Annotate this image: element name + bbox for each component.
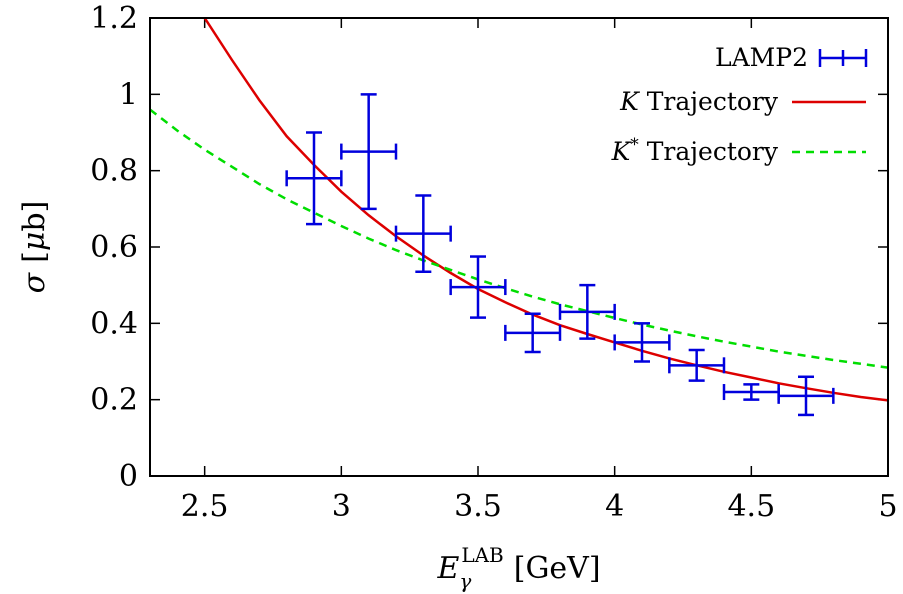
x-axis-label-unit: [GeV]: [514, 551, 601, 586]
x-axis-label-main: E: [436, 551, 459, 586]
legend: LAMP2 K Trajectory K* Trajectory: [611, 43, 868, 166]
tick-labels: 2.5 3 3.5 4 4.5 5 0 0.2 0.4 0.6 0.8 1 1.2: [90, 1, 897, 524]
lamp2-point: [504, 312, 562, 354]
lamp2-point: [722, 383, 780, 401]
lamp2-point: [668, 348, 726, 382]
y-axis-label-symbol: σ: [17, 271, 52, 293]
legend-kstar-symbol: K: [611, 137, 632, 166]
x-tick-label: 4: [605, 489, 624, 524]
legend-kstar-sup: *: [630, 135, 639, 155]
legend-entry-k-trajectory: K Trajectory: [619, 87, 866, 116]
lamp2-point: [285, 131, 343, 226]
legend-entry-kstar-trajectory: K* Trajectory: [611, 135, 866, 166]
legend-k-symbol: K: [619, 87, 640, 116]
y-tick-label: 0.2: [90, 383, 138, 418]
lamp2-point: [394, 194, 452, 274]
y-tick-label: 0.4: [90, 306, 138, 341]
y-tick-label: 0.6: [90, 230, 138, 265]
legend-label-k-trajectory: K Trajectory: [619, 87, 779, 116]
legend-label-lamp2: LAMP2: [715, 43, 808, 72]
lamp2-point: [449, 255, 507, 319]
x-axis-label-sup: LAB: [461, 543, 503, 567]
lamp2-point: [558, 283, 616, 340]
lamp2-point: [340, 93, 398, 211]
y-tick-label: 0.8: [90, 154, 138, 189]
x-tick-label: 2.5: [181, 489, 229, 524]
x-axis-label-sub: γ: [459, 569, 471, 593]
y-axis-label: σ [μb]: [17, 201, 52, 294]
y-axis-label-unit-mu: μ: [17, 232, 52, 252]
x-tick-label: 4.5: [727, 489, 775, 524]
y-axis-label-unit-rest: b]: [17, 201, 52, 232]
y-tick-label: 0: [119, 459, 138, 494]
curves: [150, 18, 888, 402]
y-tick-label: 1.2: [90, 1, 138, 36]
y-axis-label-unit-open: [: [17, 251, 52, 263]
lamp2-point: [777, 375, 835, 417]
x-tick-label: 5: [878, 489, 897, 524]
x-tick-label: 3.5: [454, 489, 502, 524]
k-trajectory-line: [203, 18, 888, 402]
legend-label-kstar-trajectory: K* Trajectory: [611, 135, 779, 166]
legend-entry-lamp2: LAMP2: [715, 43, 868, 72]
lamp2-point: [613, 322, 671, 363]
x-tick-label: 3: [332, 489, 351, 524]
legend-k-name: Trajectory: [647, 87, 779, 116]
data-points: [285, 93, 835, 417]
x-axis-label: EγLAB [GeV]: [436, 543, 600, 593]
legend-kstar-name: Trajectory: [647, 137, 779, 166]
y-tick-label: 1: [119, 77, 138, 112]
plot-frame: [149, 17, 889, 477]
